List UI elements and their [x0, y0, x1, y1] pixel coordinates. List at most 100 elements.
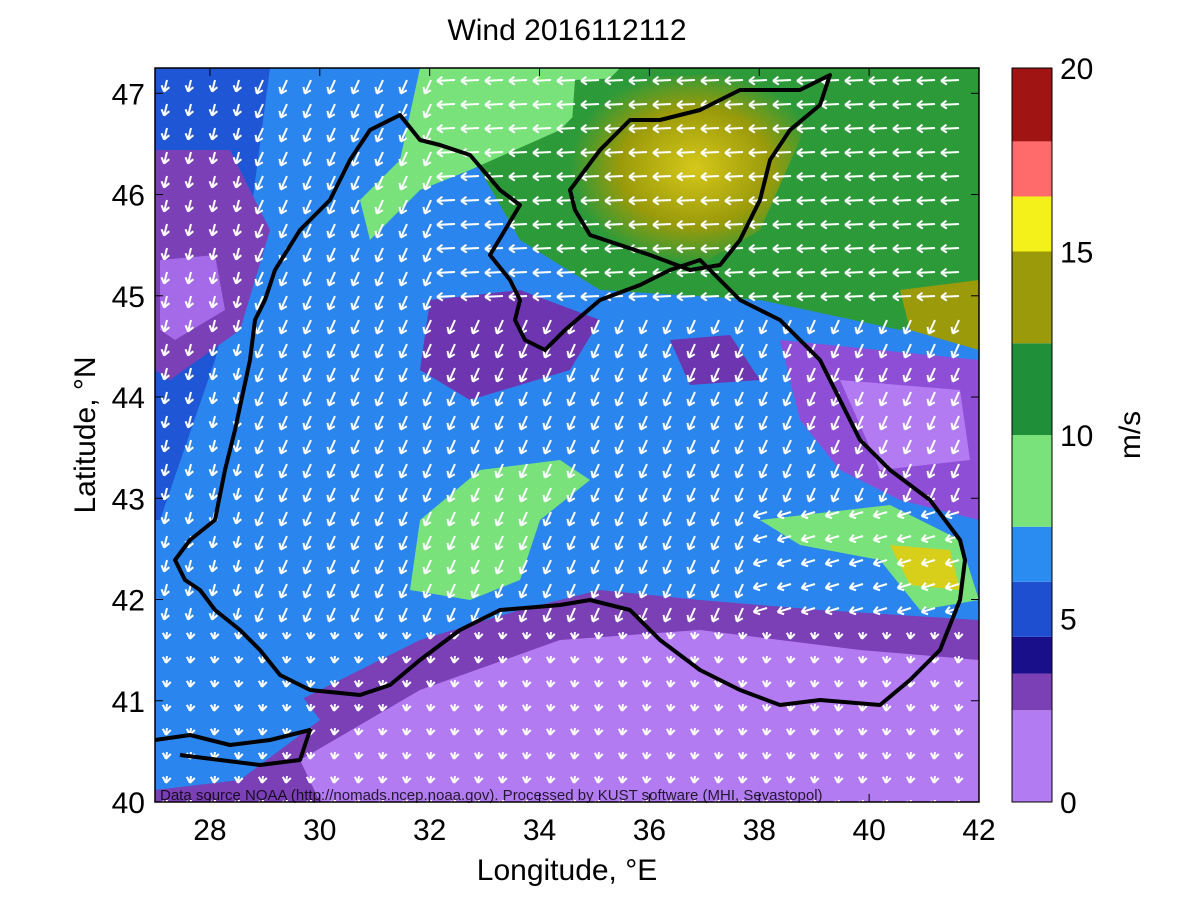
wind-arrow: [676, 123, 696, 134]
wind-arrow: [782, 343, 792, 359]
wind-arrow: [830, 415, 840, 431]
wind-arrow: [926, 367, 936, 383]
wind-arrow: [422, 391, 432, 407]
wind-arrow: [920, 581, 936, 592]
wind-arrow: [710, 415, 720, 431]
wind-arrow: [820, 123, 840, 134]
wind-arrow: [233, 727, 244, 736]
wind-arrow: [377, 775, 388, 784]
wind-arrow: [772, 99, 792, 110]
wind-arrow: [920, 509, 936, 520]
wind-arrow: [944, 581, 960, 592]
wind-arrow: [484, 123, 504, 134]
wind-arrow: [254, 223, 264, 239]
wind-arrow: [208, 367, 218, 381]
wind-arrow: [785, 679, 796, 688]
wind-arrow: [233, 775, 244, 784]
wind-arrow: [830, 343, 840, 359]
wind-arrow: [878, 367, 888, 383]
wind-arrow: [833, 751, 844, 760]
wind-arrow: [160, 583, 170, 597]
wind-arrow: [302, 487, 312, 503]
wind-arrow: [542, 415, 552, 431]
wind-arrow: [800, 557, 816, 568]
wind-arrow: [470, 487, 480, 503]
wind-arrow: [776, 533, 792, 544]
wind-arrow: [350, 559, 360, 575]
wind-arrow: [950, 487, 960, 503]
wind-arrow: [470, 319, 480, 335]
wind-arrow: [350, 487, 360, 503]
wind-arrow: [710, 319, 720, 335]
wind-arrow: [748, 147, 768, 158]
wind-arrow: [892, 243, 912, 254]
wind-arrow: [761, 655, 772, 664]
wind-arrow: [350, 367, 360, 383]
wind-arrow: [208, 559, 218, 573]
wind-arrow: [398, 415, 408, 431]
wind-arrow: [425, 703, 436, 712]
wind-arrow: [833, 679, 844, 688]
wind-arrow: [614, 343, 624, 359]
wind-arrow: [374, 247, 384, 263]
wind-arrow: [326, 175, 336, 191]
wind-arrow: [484, 219, 504, 230]
wind-arrow: [326, 559, 336, 575]
wind-arrow: [329, 679, 340, 688]
wind-arrow: [950, 367, 960, 383]
wind-arrow: [209, 679, 220, 688]
wind-arrow: [892, 75, 912, 86]
wind-arrow: [905, 703, 916, 712]
wind-arrow: [628, 291, 648, 302]
wind-arrow: [326, 247, 336, 263]
wind-arrow: [590, 319, 600, 335]
wind-arrow: [278, 151, 288, 167]
wind-arrow: [184, 343, 194, 357]
wind-arrow: [916, 123, 936, 134]
wind-arrow: [302, 463, 312, 479]
wind-arrow: [232, 607, 242, 621]
wind-arrow: [446, 415, 456, 431]
wind-arrow: [497, 703, 508, 712]
wind-arrow: [902, 439, 912, 455]
wind-arrow: [686, 415, 696, 431]
wind-arrow: [160, 487, 170, 501]
wind-arrow: [422, 223, 432, 239]
wind-arrow: [254, 103, 264, 119]
wind-arrow: [374, 463, 384, 479]
wind-arrow: [905, 631, 916, 640]
wind-arrow: [542, 511, 552, 527]
wind-arrow: [617, 655, 628, 664]
wind-arrow: [521, 703, 532, 712]
wind-arrow: [542, 391, 552, 407]
wind-arrow: [857, 679, 868, 688]
wind-arrow: [748, 75, 768, 86]
wind-arrow: [532, 243, 552, 254]
wind-arrow: [614, 367, 624, 383]
wind-arrow: [254, 607, 264, 623]
wind-arrow: [556, 267, 576, 278]
wind-arrow: [848, 605, 864, 616]
wind-arrow: [232, 127, 242, 141]
wind-arrow: [160, 151, 170, 165]
wind-arrow: [473, 655, 484, 664]
wind-arrow: [800, 533, 816, 544]
central-green-patch: [410, 460, 590, 600]
wind-arrow: [950, 391, 960, 407]
wind-arrow: [350, 463, 360, 479]
wind-arrow: [700, 171, 720, 182]
wind-arrow: [377, 703, 388, 712]
wind-arrow: [473, 775, 484, 784]
wind-arrow: [326, 511, 336, 527]
wind-arrow: [689, 775, 700, 784]
wind-arrow: [710, 511, 720, 527]
wind-arrow: [593, 727, 604, 736]
wind-arrow: [532, 147, 552, 158]
wind-arrow: [638, 367, 648, 383]
wind-arrow: [508, 75, 528, 86]
wind-arrow: [896, 557, 912, 568]
wind-arrow: [422, 199, 432, 215]
wind-arrow: [254, 199, 264, 215]
wind-arrow: [569, 775, 580, 784]
wind-arrow: [710, 343, 720, 359]
